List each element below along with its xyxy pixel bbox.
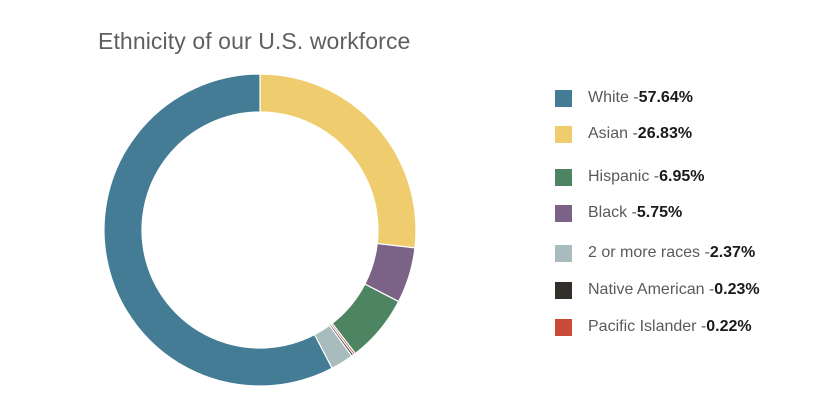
legend-swatch-native-american bbox=[555, 281, 572, 299]
legend-value-white: 57.64% bbox=[638, 89, 693, 106]
legend-label-white: White - bbox=[588, 89, 639, 106]
legend-label-pacific-islander: Pacific Islander - bbox=[588, 318, 707, 335]
legend-label-black: Black - bbox=[588, 204, 637, 221]
legend-swatch-pacific-islander bbox=[555, 318, 572, 336]
legend-item-hispanic: Hispanic - 6.95% bbox=[555, 168, 705, 186]
legend-label-asian: Asian - bbox=[588, 125, 638, 142]
legend-value-black: 5.75% bbox=[636, 204, 683, 221]
legend-value-pacific-islander: 0.22% bbox=[706, 318, 752, 335]
legend-label-two-or-more-races: 2 or more races - bbox=[588, 244, 710, 261]
legend-item-two-or-more-races: 2 or more races - 2.37% bbox=[555, 244, 755, 262]
chart-title: Ethnicity of our U.S. workforce bbox=[98, 28, 411, 54]
legend-value-hispanic: 6.95% bbox=[659, 168, 705, 185]
legend-item-white: White - 57.64% bbox=[555, 89, 693, 107]
legend-swatch-white bbox=[555, 89, 572, 107]
legend-swatch-hispanic bbox=[555, 168, 572, 186]
legend-item-native-american: Native American - 0.23% bbox=[555, 281, 760, 299]
legend-value-asian: 26.83% bbox=[637, 125, 693, 142]
legend-label-native-american: Native American - bbox=[588, 281, 715, 298]
legend-label-hispanic: Hispanic - bbox=[588, 168, 660, 185]
legend-swatch-black bbox=[555, 204, 572, 222]
legend-swatch-two-or-more-races bbox=[555, 244, 572, 262]
legend-item-black: Black - 5.75% bbox=[555, 204, 682, 222]
legend-swatch-asian bbox=[555, 125, 572, 143]
legend-value-native-american: 0.23% bbox=[714, 281, 760, 298]
legend-item-pacific-islander: Pacific Islander - 0.22% bbox=[555, 318, 752, 336]
slice-white bbox=[103, 73, 333, 387]
slice-asian bbox=[259, 73, 417, 249]
legend-item-asian: Asian - 26.83% bbox=[555, 125, 692, 143]
legend-value-two-or-more-races: 2.37% bbox=[709, 244, 756, 261]
legend: White - 57.64% Asian - 26.83% Hispanic -… bbox=[555, 0, 815, 420]
